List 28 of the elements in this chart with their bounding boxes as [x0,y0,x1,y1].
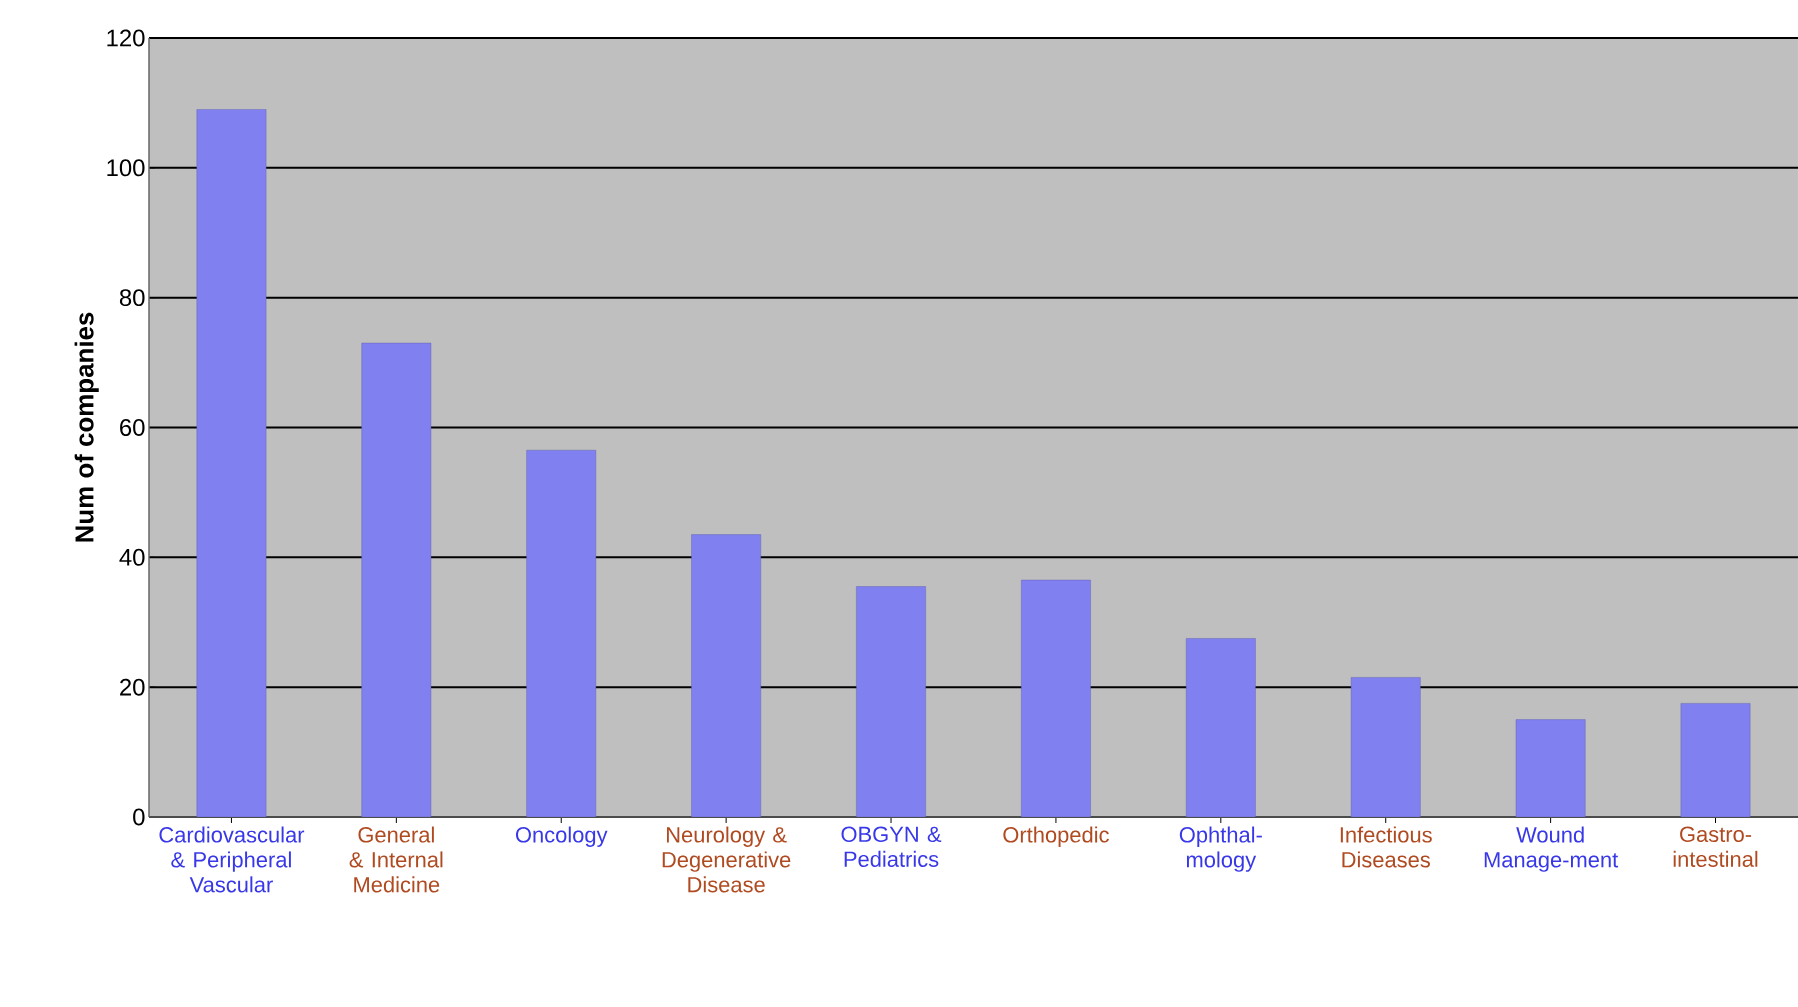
y-tick-label: 100 [107,159,145,177]
x-tick-label: Orthopedic [1003,826,1109,847]
x-tick-label: Gastro-intestinal [1673,826,1758,867]
x-tick-label: Ophthal-mology [1179,826,1262,872]
x-tick-label: General & Internal Medicine [349,826,443,893]
x-tick-label: OBGYN & Pediatrics [841,826,942,867]
x-tick-label: Infectious Diseases [1340,826,1432,868]
bar [1186,638,1256,817]
y-tick-label: 20 [120,678,145,696]
x-tick-label: Oncology [515,826,608,847]
bar [1515,719,1586,817]
bar [196,109,267,817]
x-tick-label: Cardiovascular & Peripheral Vascular [159,826,305,893]
bar [1680,703,1751,817]
y-tick-label: 80 [119,289,145,307]
y-tick-label: 40 [119,548,145,566]
y-tick-label: 60 [120,419,145,436]
y-axis-title: Num of companies [74,312,99,542]
bar [856,586,926,817]
x-tick-label: Wound Manage-ment [1484,826,1619,872]
bar [1350,677,1421,817]
bar [361,342,432,817]
y-tick-label: 120 [107,29,145,47]
bar [691,534,761,817]
y-tick-label: 0 [133,808,145,826]
bar [526,450,597,817]
x-tick-label: Neurology & Degenerative Disease [662,826,791,893]
bar [1021,579,1091,817]
